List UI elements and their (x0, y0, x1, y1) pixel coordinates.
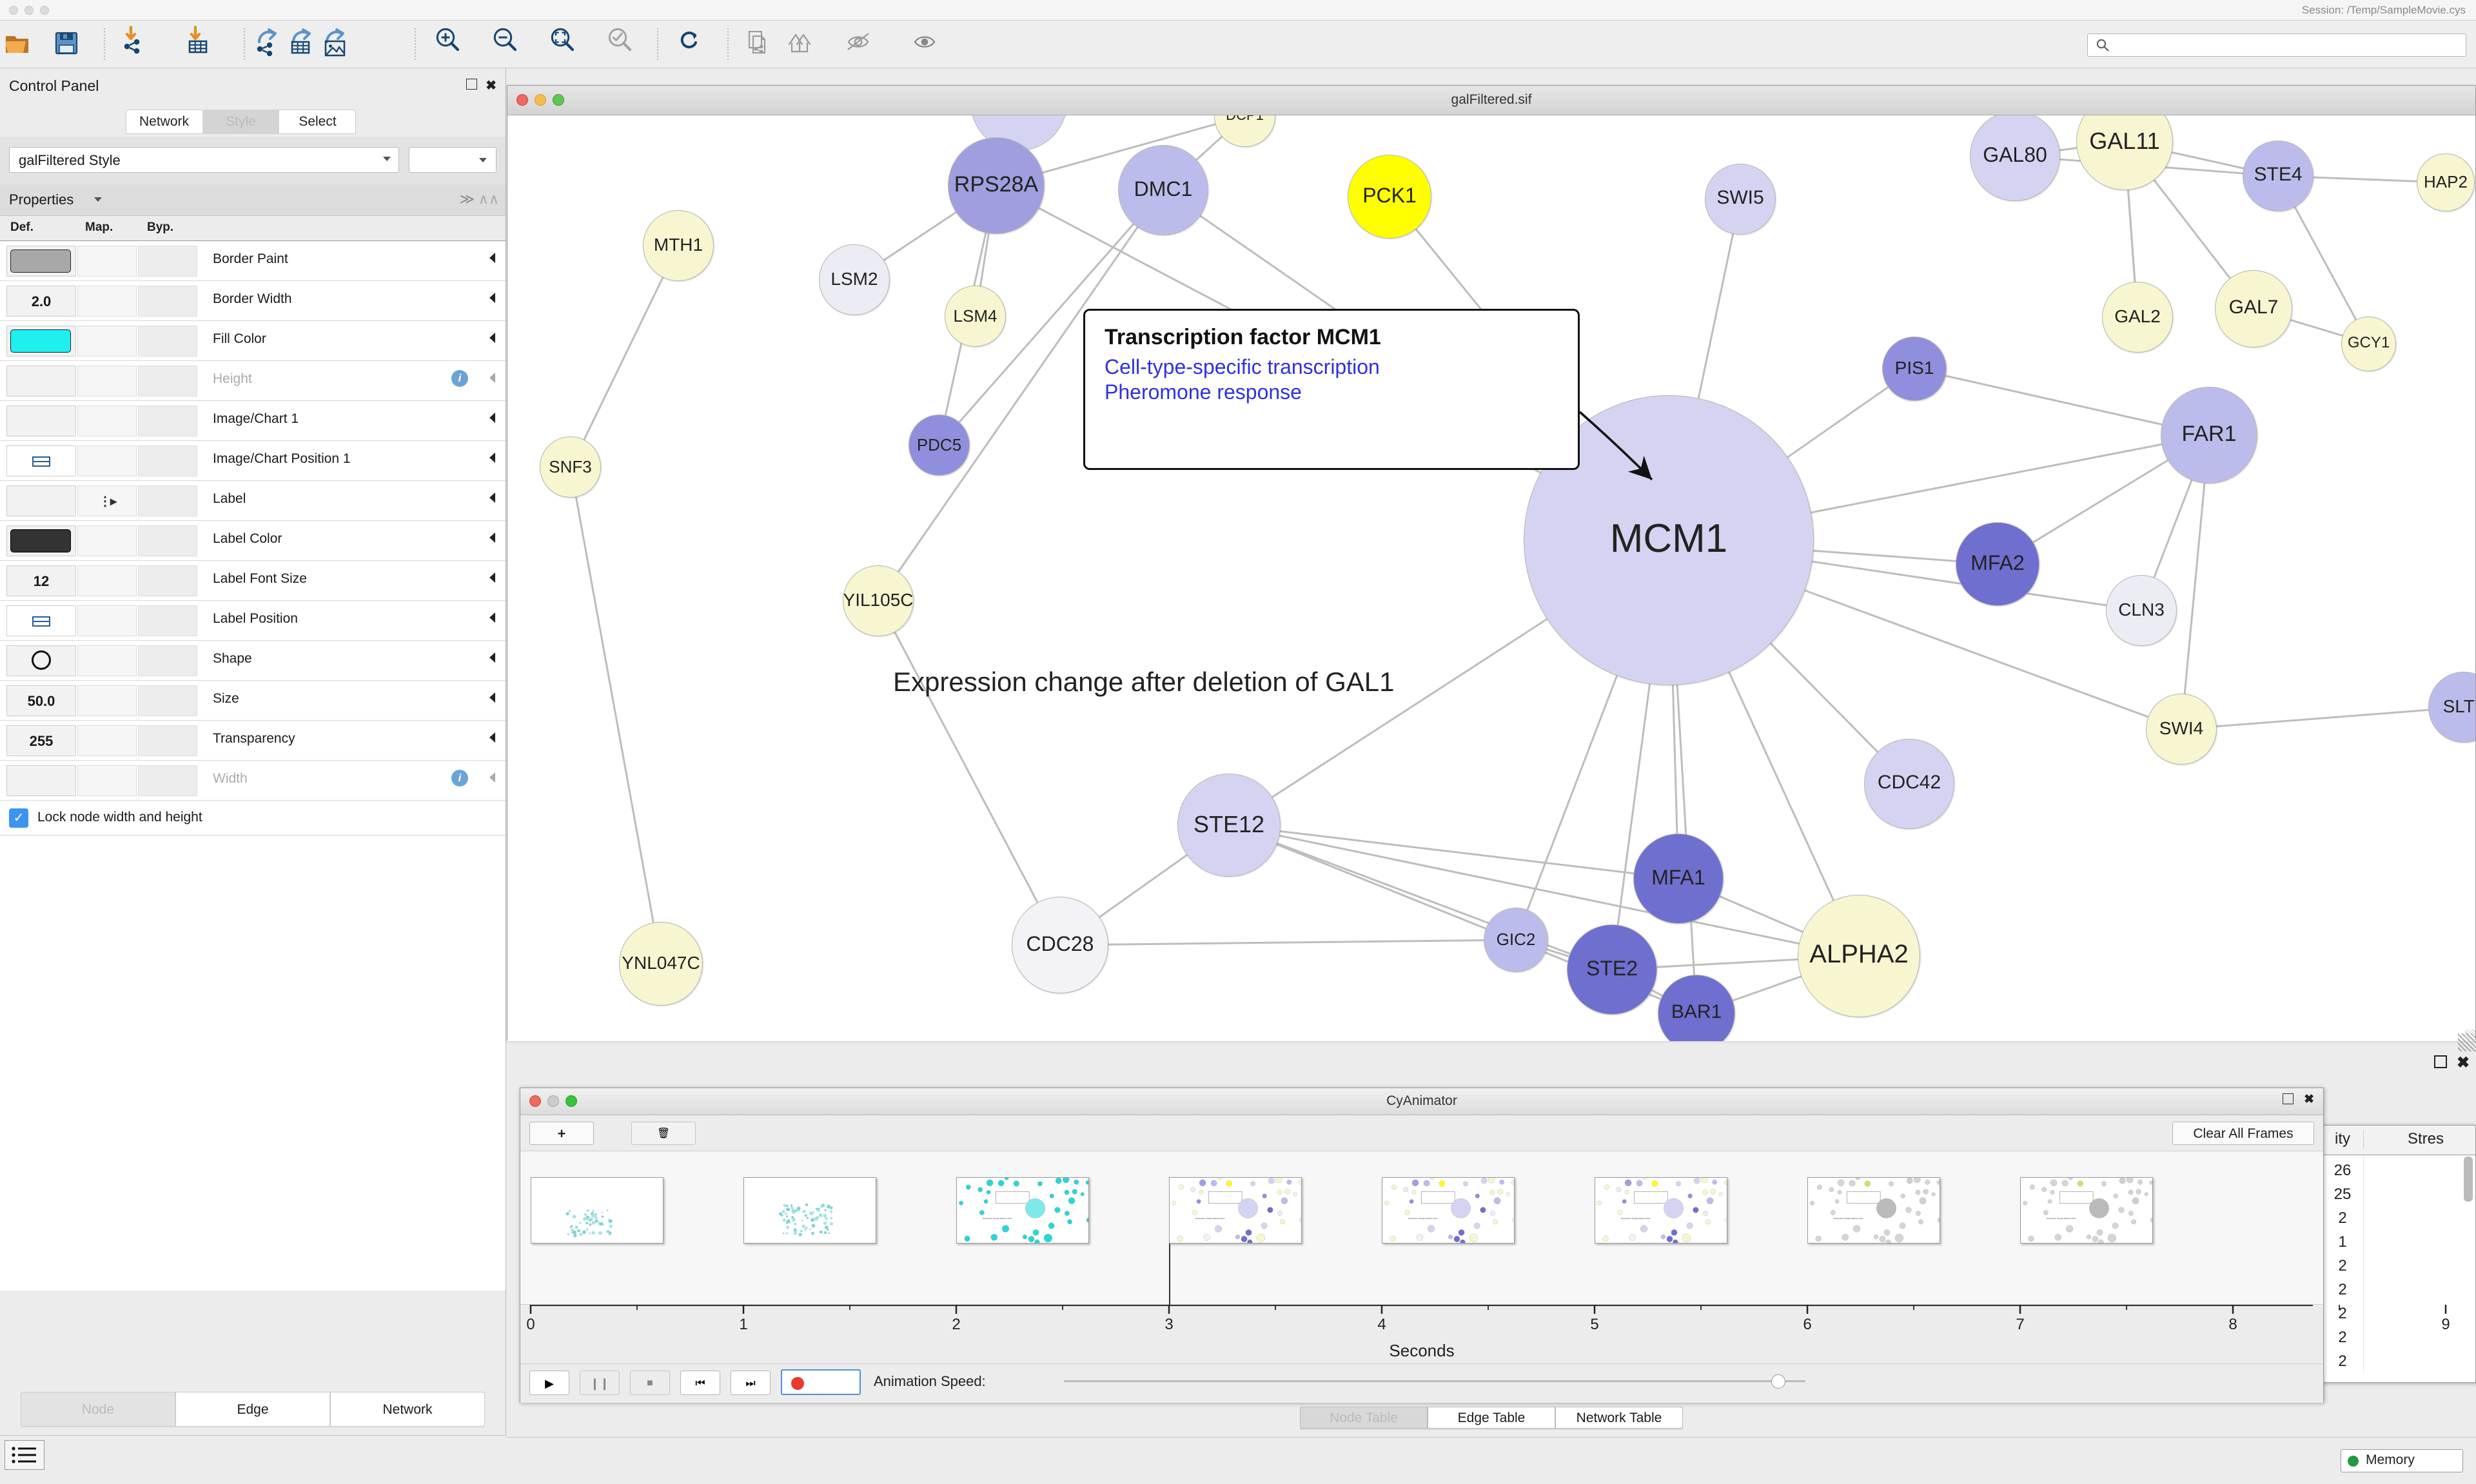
svg-text:8: 8 (2228, 1316, 2237, 1331)
svg-text:5: 5 (1590, 1316, 1598, 1331)
svg-text:9: 9 (2441, 1316, 2450, 1331)
svg-text:Expression change deletion GAL: Expression change deletion GAL1 (1195, 1217, 1225, 1220)
svg-text:7: 7 (2016, 1316, 2024, 1331)
svg-text:4: 4 (1377, 1316, 1386, 1331)
svg-text:Expression change deletion GAL: Expression change deletion GAL1 (2047, 1217, 2076, 1220)
svg-text:Expression change deletion GAL: Expression change deletion GAL1 (983, 1217, 1012, 1220)
svg-text:6: 6 (1803, 1316, 1811, 1331)
svg-text:2: 2 (952, 1316, 960, 1331)
svg-text:Expression change deletion GAL: Expression change deletion GAL1 (1621, 1217, 1651, 1220)
svg-text:1: 1 (739, 1316, 747, 1331)
svg-text:Expression change deletion GAL: Expression change deletion GAL1 (1834, 1217, 1863, 1220)
svg-text:0: 0 (526, 1316, 535, 1331)
svg-text:3: 3 (1164, 1316, 1173, 1331)
svg-text:Expression change deletion GAL: Expression change deletion GAL1 (1408, 1217, 1438, 1220)
